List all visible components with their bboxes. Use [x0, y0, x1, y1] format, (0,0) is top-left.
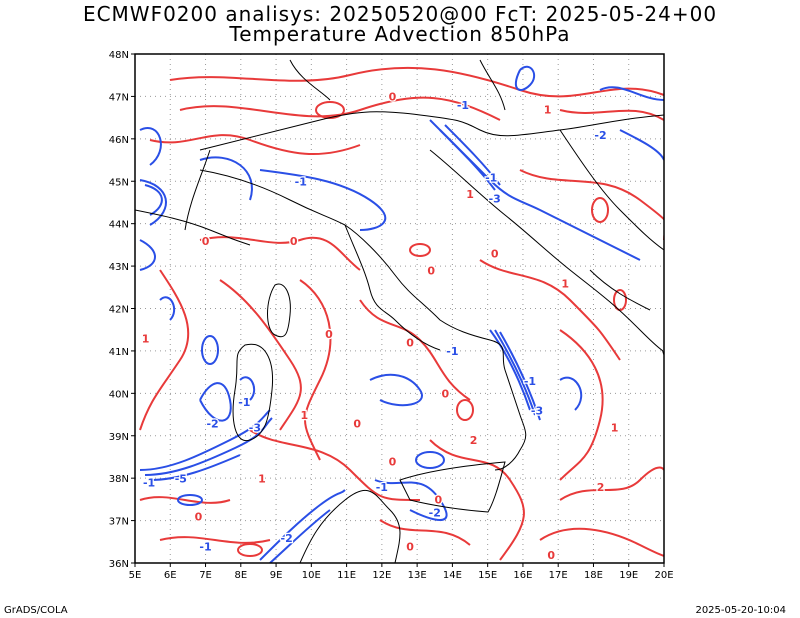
contour-label: -2: [206, 417, 218, 430]
lat-tick-label: 40N: [109, 389, 129, 400]
lon-tick-label: 7E: [199, 570, 212, 581]
contour-label: 0: [427, 265, 435, 278]
contour-label: -1: [295, 175, 307, 188]
contour-label: -1: [199, 540, 211, 553]
contour-label: -5: [175, 472, 187, 485]
contour-label: 0: [290, 235, 298, 248]
lat-tick-label: 42N: [109, 305, 129, 316]
contour-label: 1: [142, 332, 150, 345]
contour-label: 0: [491, 248, 499, 261]
lat-tick-label: 39N: [109, 432, 129, 443]
lat-tick-label: 41N: [109, 347, 129, 358]
lat-tick-label: 45N: [109, 177, 129, 188]
contour-label: -2: [429, 506, 441, 519]
contour-label: -3: [249, 422, 261, 435]
contour-label: 0: [202, 235, 210, 248]
lon-tick-label: 15E: [478, 570, 497, 581]
map-subtitle: Temperature Advection 850hPa: [229, 22, 571, 46]
contour-label: 1: [300, 409, 308, 422]
contour-label: 0: [406, 337, 414, 350]
contour-label: 0: [442, 388, 450, 401]
lat-tick-label: 38N: [109, 474, 129, 485]
contour-label: 1: [561, 277, 569, 290]
lat-tick-label: 43N: [109, 262, 129, 273]
software-credit: GrADS/COLA: [4, 605, 68, 616]
contour-label: 0: [406, 540, 414, 553]
contour-label: 1: [258, 472, 266, 485]
contour-label: -1: [457, 99, 469, 112]
lon-tick-label: 10E: [302, 570, 321, 581]
contour-label: 0: [434, 494, 442, 507]
map-frame: [134, 53, 665, 564]
contour-label: 1: [544, 103, 552, 116]
negative-advection-contours: [139, 65, 664, 563]
lat-tick-label: 37N: [109, 517, 129, 528]
lon-tick-label: 9E: [270, 570, 283, 581]
contour-label: 2: [470, 434, 478, 447]
contour-label: 0: [389, 91, 397, 104]
contour-label: -1: [238, 396, 250, 409]
lon-tick-label: 18E: [584, 570, 603, 581]
contour-value-labels: -1 -1 -1 -3 -2 -1 -3 -1 -2 -1 -3 -5 -1 -2 -2 -1 -1 1 0 0 0 0 0…: [141, 89, 620, 563]
contour-label: -2: [594, 129, 606, 142]
lon-tick-label: 8E: [234, 570, 247, 581]
contour-label: -1: [376, 481, 388, 494]
lat-tick-label: 48N: [109, 50, 129, 61]
contour-label: -3: [489, 192, 501, 205]
contour-label: 1: [466, 188, 474, 201]
lat-tick-label: 44N: [109, 220, 129, 231]
lat-tick-label: 36N: [109, 559, 129, 570]
lat-tick-label: 47N: [109, 92, 129, 103]
lon-tick-label: 20E: [654, 570, 673, 581]
lon-tick-label: 5E: [129, 570, 142, 581]
lon-tick-label: 6E: [164, 570, 177, 581]
contour-label: 0: [325, 328, 333, 341]
lon-tick-label: 11E: [337, 570, 356, 581]
lat-lon-grid: [135, 54, 664, 563]
render-timestamp: 2025-05-20-10:04: [695, 605, 786, 616]
lon-tick-label: 17E: [549, 570, 568, 581]
contour-label: 0: [195, 511, 203, 524]
lon-tick-label: 12E: [372, 570, 391, 581]
contour-label: 0: [353, 417, 361, 430]
contour-label: 0: [547, 549, 555, 562]
positive-advection-contours: [139, 66, 664, 561]
map-title: ECMWF0200 analisys: 20250520@00 FcT: 202…: [82, 2, 718, 26]
lon-tick-label: 13E: [408, 570, 427, 581]
contour-label: -1: [485, 171, 497, 184]
contour-label: -3: [531, 405, 543, 418]
coastline-borders: [135, 59, 664, 563]
contour-label: -1: [524, 375, 536, 388]
contour-label: -2: [281, 532, 293, 545]
contour-label: 0: [389, 455, 397, 468]
contour-label: 1: [611, 422, 619, 435]
contour-label: -1: [446, 345, 458, 358]
contour-label: -1: [143, 477, 155, 490]
lon-tick-label: 14E: [443, 570, 462, 581]
lon-tick-label: 19E: [619, 570, 638, 581]
axis-ticks: 5E 6E 7E 8E 9E 10E 11E 12E 13E 14E 15E 16E 17E 18E 19E…: [109, 50, 674, 581]
lon-tick-label: 16E: [513, 570, 532, 581]
contour-label: 2: [597, 481, 605, 494]
lat-tick-label: 46N: [109, 135, 129, 146]
